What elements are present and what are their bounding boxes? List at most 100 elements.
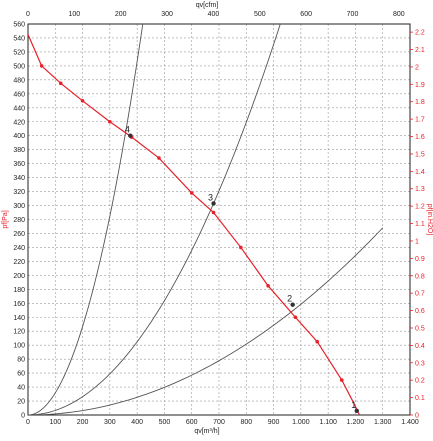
x-bottom-tick-label: 700 [213, 419, 225, 426]
fan-curve-marker [315, 339, 320, 344]
y-right-tick-label: 1.5 [415, 151, 425, 158]
fan-curve-marker [108, 119, 112, 124]
y-right-tick-label: 2 [415, 64, 419, 71]
x-bottom-tick-label: 1.300 [374, 419, 392, 426]
y-right-tick-label: 0.1 [415, 395, 425, 402]
operating-point-label: 4 [125, 125, 130, 135]
operating-point-label: 1 [351, 400, 356, 410]
y-left-tick-label: 560 [13, 22, 25, 29]
fan-curve-marker [339, 378, 344, 382]
x-bottom-tick-label: 1.400 [401, 419, 419, 426]
x-top-tick-label: 400 [208, 11, 220, 18]
operating-point-marker [128, 133, 133, 138]
x-bottom-tick-label: 900 [268, 419, 280, 426]
y-left-tick-label: 20 [17, 399, 25, 406]
fan-curve-marker [293, 315, 298, 320]
y-left-tick-label: 500 [13, 63, 25, 70]
y-left-tick-label: 520 [13, 49, 25, 56]
x-bottom-tick-label: 300 [104, 419, 116, 426]
y-left-tick-label: 540 [13, 35, 25, 42]
y-right-tick-label: 1.1 [415, 221, 425, 228]
x-bottom-tick-label: 800 [240, 419, 252, 426]
y-right-tick-label: 1.7 [415, 117, 425, 124]
y-left-tick-label: 300 [13, 203, 25, 210]
y-left-tick-label: 160 [13, 301, 25, 308]
y-right-tick-label: 0.2 [415, 378, 425, 385]
fan-curve-marker [157, 156, 161, 160]
operating-point-marker [354, 408, 359, 414]
fan-curve-group [27, 34, 361, 416]
y-left-tick-label: 80 [17, 357, 25, 364]
y-right-tick-label: 1 [415, 238, 419, 245]
operating-point-label: 3 [208, 192, 213, 202]
y-left-tick-label: 200 [13, 273, 25, 280]
y-right-tick-label: 1.6 [415, 134, 425, 141]
y-left-tick-label: 120 [13, 329, 25, 336]
y-left-tick-label: 0 [21, 413, 25, 420]
x-bottom-tick-label: 600 [186, 419, 198, 426]
x-top-tick-label: 600 [300, 11, 312, 18]
x-bottom-tick-label: 100 [49, 419, 61, 426]
ticks: 0 100 200 300 400 500 600 700 800 900 1.000 1.100 1.… [13, 11, 425, 426]
y-right-tick-label: 1.2 [415, 204, 425, 211]
x-bottom-tick-label: 400 [131, 419, 143, 426]
system-curve [28, 227, 384, 415]
y-right-tick-label: 0.4 [415, 343, 425, 350]
x-top-tick-label: 700 [347, 11, 359, 18]
y-right-tick-label: 0.5 [415, 325, 425, 332]
y-left-tick-label: 40 [17, 385, 25, 392]
plot-frame [27, 23, 411, 416]
y-right-tick-label: 1.4 [415, 169, 425, 176]
fan-curve-marker [189, 191, 194, 195]
y-right-axis-title: pf[in.H2O] [426, 204, 433, 236]
y-right-tick-label: 1.3 [415, 186, 425, 193]
x-bottom-tick-label: 200 [77, 419, 89, 426]
system-curve [28, 24, 281, 415]
y-left-tick-label: 280 [13, 217, 25, 224]
y-left-tick-label: 460 [13, 91, 25, 98]
system-curves [28, 24, 384, 415]
fan-curve-marker [58, 81, 63, 86]
y-right-tick-label: 1.9 [415, 82, 425, 89]
x-bottom-tick-label: 0 [26, 419, 30, 426]
x-bottom-tick-label: 1.000 [292, 419, 310, 426]
operating-point-marker [211, 201, 216, 206]
y-left-axis-title: pf[Pa] [2, 210, 9, 228]
y-left-tick-label: 380 [13, 147, 25, 154]
x-top-tick-label: 800 [393, 11, 405, 18]
x-top-axis-title: qv[cfm] [196, 2, 219, 9]
y-right-tick-label: 0.7 [415, 291, 425, 298]
y-left-tick-label: 320 [13, 189, 25, 196]
fan-curve-line [27, 34, 361, 416]
y-right-tick-label: 0.3 [415, 360, 425, 367]
y-left-tick-label: 420 [13, 119, 25, 126]
operating-points: 4 3 2 1 [125, 125, 359, 414]
grid [28, 24, 410, 415]
y-right-tick-label: 0.9 [415, 256, 425, 263]
fan-curve-marker [266, 284, 270, 288]
x-top-tick-label: 300 [161, 11, 173, 18]
y-left-tick-label: 360 [13, 161, 25, 168]
y-right-tick-label: 1.8 [415, 99, 425, 106]
x-top-tick-label: 0 [26, 11, 30, 18]
operating-point-marker [290, 302, 295, 307]
y-left-tick-label: 340 [13, 175, 25, 182]
y-right-tick-label: 0.8 [415, 273, 425, 280]
y-right-tick-label: 0 [415, 413, 419, 420]
y-left-tick-label: 140 [13, 315, 25, 322]
y-right-tick-label: 2.2 [415, 30, 425, 37]
y-left-tick-label: 440 [13, 105, 25, 112]
x-bottom-tick-label: 1.100 [319, 419, 337, 426]
y-right-tick-label: 0.6 [415, 308, 425, 315]
x-bottom-tick-label: 1.200 [347, 419, 365, 426]
y-left-tick-label: 180 [13, 287, 25, 294]
x-top-tick-label: 500 [254, 11, 266, 18]
y-left-tick-label: 220 [13, 259, 25, 266]
fan-curve-marker [211, 210, 216, 215]
system-curve [28, 24, 144, 415]
y-right-tick-label: 2.1 [415, 47, 425, 54]
y-left-tick-label: 240 [13, 245, 25, 252]
y-left-tick-label: 100 [13, 343, 25, 350]
x-bottom-tick-label: 500 [159, 419, 171, 426]
